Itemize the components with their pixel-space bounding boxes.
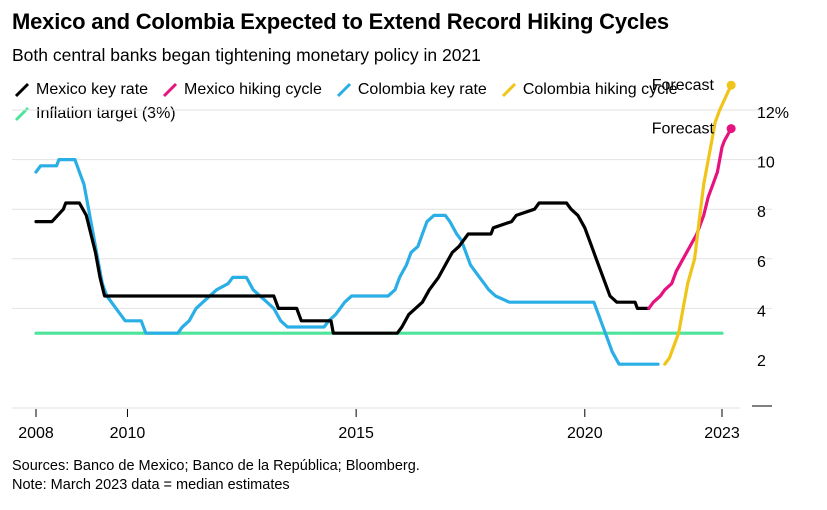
annotation-forecast-colombia: Forecast <box>652 77 715 94</box>
y-tick-label-4: 4 <box>757 303 766 320</box>
forecast-dot-mexico <box>726 124 736 134</box>
chart-title: Mexico and Colombia Expected to Extend R… <box>12 9 669 34</box>
x-axis: 2008 2010 2015 2020 2023 <box>18 409 740 442</box>
legend-swatch-mexico-key-rate <box>14 82 30 98</box>
sources-text: Sources: Banco de Mexico; Banco de la Re… <box>12 458 420 474</box>
legend-item-colombia-key-rate: Colombia key rate <box>336 81 487 99</box>
y-tick-label-6: 6 <box>757 254 766 271</box>
legend-item-mexico-hiking-cycle: Mexico hiking cycle <box>162 81 322 99</box>
legend-label-inflation-target: Inflation target (3%) <box>36 105 176 122</box>
note-text: Note: March 2023 data = median estimates <box>12 477 290 493</box>
y-tick-label-12: 12% <box>757 105 789 122</box>
y-axis: 2 4 6 8 10 12% <box>757 105 789 370</box>
series-line-colombia-key-rate <box>34 158 660 366</box>
legend-row-1: Mexico key rate Mexico hiking cycle Colo… <box>14 78 814 102</box>
gridlines <box>12 109 772 409</box>
legend-label-colombia-key-rate: Colombia key rate <box>357 81 487 98</box>
annotation-forecast-mexico: Forecast <box>652 121 715 138</box>
legend: Mexico key rate Mexico hiking cycle Colo… <box>14 78 814 126</box>
y-tick-label-8: 8 <box>757 204 766 221</box>
legend-label-mexico-key-rate: Mexico key rate <box>36 81 149 98</box>
legend-label-colombia-hiking-cycle: Colombia hiking cycle <box>522 81 678 98</box>
y-tick-label-2: 2 <box>757 353 766 370</box>
y-tick-label-10: 10 <box>757 155 775 172</box>
legend-swatch-mexico-hiking-cycle <box>162 82 178 98</box>
chart-subtitle: Both central banks began tightening mone… <box>12 45 481 65</box>
legend-item-colombia-hiking-cycle: Colombia hiking cycle <box>501 81 678 99</box>
legend-label-mexico-hiking-cycle: Mexico hiking cycle <box>184 81 322 98</box>
forecast-dot-colombia <box>726 80 736 90</box>
legend-swatch-colombia-hiking-cycle <box>501 82 516 98</box>
x-tick-label-2010: 2010 <box>110 425 146 442</box>
x-tick-label-2015: 2015 <box>338 425 374 442</box>
legend-swatch-colombia-key-rate <box>336 82 351 98</box>
series-line-mexico-key-rate <box>34 201 651 335</box>
series-line-colombia-hiking-cycle <box>663 83 733 366</box>
legend-item-mexico-key-rate: Mexico key rate <box>14 81 148 99</box>
x-tick-label-2023: 2023 <box>704 425 740 442</box>
x-tick-label-2020: 2020 <box>567 425 603 442</box>
series-lines <box>34 83 733 366</box>
x-tick-label-2008: 2008 <box>18 425 54 442</box>
footer-notes: Sources: Banco de Mexico; Banco de la Re… <box>12 457 420 495</box>
annotations: Forecast Forecast <box>652 77 736 138</box>
